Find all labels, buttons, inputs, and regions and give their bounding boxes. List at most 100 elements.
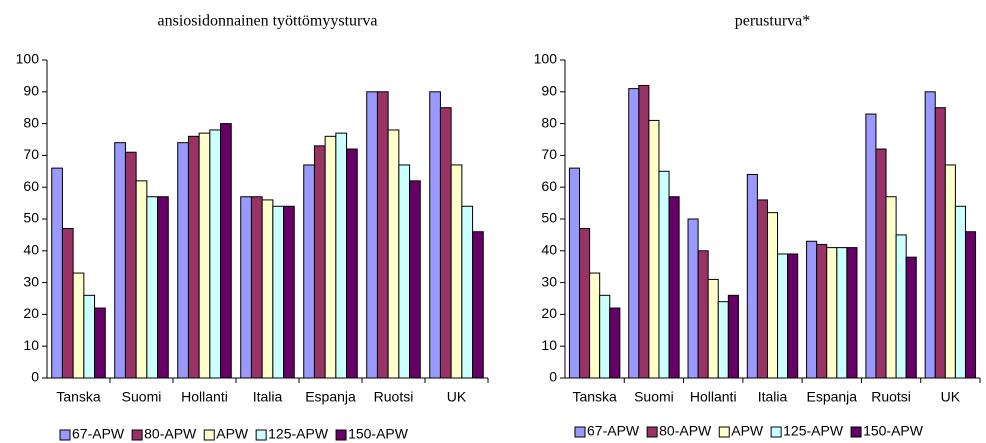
bar bbox=[198, 132, 211, 379]
y-tick-label: 60 bbox=[541, 178, 557, 194]
x-tick-label: Suomi bbox=[634, 389, 674, 405]
bar bbox=[461, 205, 474, 379]
bar bbox=[72, 272, 85, 379]
x-tick-label: Tanska bbox=[572, 389, 617, 405]
bar bbox=[697, 250, 709, 379]
bar bbox=[124, 151, 137, 379]
bar bbox=[409, 180, 421, 379]
y-tick-label: 60 bbox=[23, 178, 39, 194]
bar bbox=[579, 228, 591, 379]
bar bbox=[826, 247, 838, 379]
bar bbox=[146, 196, 159, 379]
x-tick-label: UK bbox=[447, 389, 467, 405]
legend-label: 125-APW bbox=[268, 426, 329, 442]
x-tick-label: Ruotsi bbox=[871, 389, 911, 405]
y-tick-label: 80 bbox=[541, 114, 557, 130]
y-tick-label: 100 bbox=[16, 51, 40, 67]
y-tick-label: 20 bbox=[541, 305, 557, 321]
bar bbox=[398, 164, 411, 379]
bar bbox=[261, 199, 274, 379]
bar bbox=[777, 253, 789, 379]
bar bbox=[472, 231, 484, 379]
bar bbox=[177, 142, 189, 379]
y-tick-label: 50 bbox=[23, 210, 39, 226]
bar bbox=[806, 240, 818, 379]
legend-swatch bbox=[131, 429, 143, 441]
x-tick-label: Ruotsi bbox=[374, 389, 414, 405]
bar bbox=[895, 234, 907, 379]
legend-swatch bbox=[718, 426, 730, 438]
legend-swatch bbox=[255, 429, 267, 441]
y-tick-label: 10 bbox=[541, 337, 557, 353]
x-tick-label: UK bbox=[941, 389, 961, 405]
bar bbox=[157, 196, 169, 379]
bar bbox=[220, 123, 232, 379]
legend-label: 67-APW bbox=[72, 426, 125, 442]
bar bbox=[599, 294, 611, 379]
bar bbox=[51, 167, 63, 379]
bar bbox=[283, 205, 295, 379]
bar bbox=[787, 253, 799, 379]
legend-label: 150-APW bbox=[348, 426, 409, 442]
legend-swatch bbox=[770, 426, 782, 438]
bar bbox=[836, 247, 848, 379]
x-tick-label: Hollanti bbox=[181, 389, 228, 405]
y-tick-label: 70 bbox=[23, 146, 39, 162]
x-tick-label: Italia bbox=[758, 389, 788, 405]
bar bbox=[376, 91, 389, 379]
bar bbox=[114, 142, 126, 379]
bar bbox=[766, 212, 779, 379]
bar bbox=[450, 164, 463, 379]
bar bbox=[439, 107, 452, 379]
bar bbox=[905, 256, 917, 379]
y-tick-label: 90 bbox=[541, 83, 557, 99]
bar bbox=[816, 243, 828, 379]
y-tick-label: 20 bbox=[23, 305, 39, 321]
bar bbox=[885, 196, 897, 379]
legend-label: 125-APW bbox=[783, 423, 844, 439]
y-tick-label: 0 bbox=[549, 369, 557, 385]
y-tick-label: 40 bbox=[23, 242, 39, 258]
bar bbox=[209, 129, 222, 379]
bar bbox=[250, 196, 263, 379]
bar bbox=[324, 135, 337, 379]
bar bbox=[924, 91, 936, 379]
bar bbox=[568, 167, 581, 379]
legend-label: APW bbox=[216, 426, 249, 442]
y-tick-label: 70 bbox=[541, 146, 557, 162]
y-tick-label: 40 bbox=[541, 242, 557, 258]
bar bbox=[638, 84, 650, 379]
bar bbox=[61, 228, 74, 379]
chart-title: perusturva* bbox=[735, 13, 811, 30]
x-tick-label: Espanja bbox=[806, 389, 857, 405]
y-tick-label: 50 bbox=[541, 210, 557, 226]
bar bbox=[335, 132, 348, 379]
x-tick-label: Italia bbox=[253, 389, 283, 405]
bar bbox=[944, 164, 956, 379]
bar bbox=[746, 173, 758, 379]
bar bbox=[954, 205, 966, 379]
bar bbox=[313, 145, 326, 379]
chart-title: ansiosidonnainen työttömyysturva bbox=[158, 13, 378, 30]
legend-label: APW bbox=[731, 423, 764, 439]
bar bbox=[83, 294, 96, 379]
bar bbox=[429, 91, 441, 379]
legend-label: 67-APW bbox=[587, 423, 640, 439]
bar bbox=[865, 113, 877, 379]
bar bbox=[187, 135, 200, 379]
bar bbox=[240, 196, 252, 379]
legend-label: 80-APW bbox=[659, 423, 712, 439]
y-tick-label: 10 bbox=[23, 337, 39, 353]
x-tick-label: Tanska bbox=[56, 389, 101, 405]
y-tick-label: 30 bbox=[541, 273, 557, 289]
y-tick-label: 90 bbox=[23, 83, 39, 99]
bar bbox=[964, 231, 977, 379]
bar bbox=[707, 278, 719, 379]
y-tick-label: 80 bbox=[23, 114, 39, 130]
legend-swatch bbox=[203, 429, 215, 441]
bar bbox=[648, 119, 660, 379]
bar bbox=[272, 205, 285, 379]
y-tick-label: 30 bbox=[23, 273, 39, 289]
legend-swatch bbox=[59, 429, 71, 441]
